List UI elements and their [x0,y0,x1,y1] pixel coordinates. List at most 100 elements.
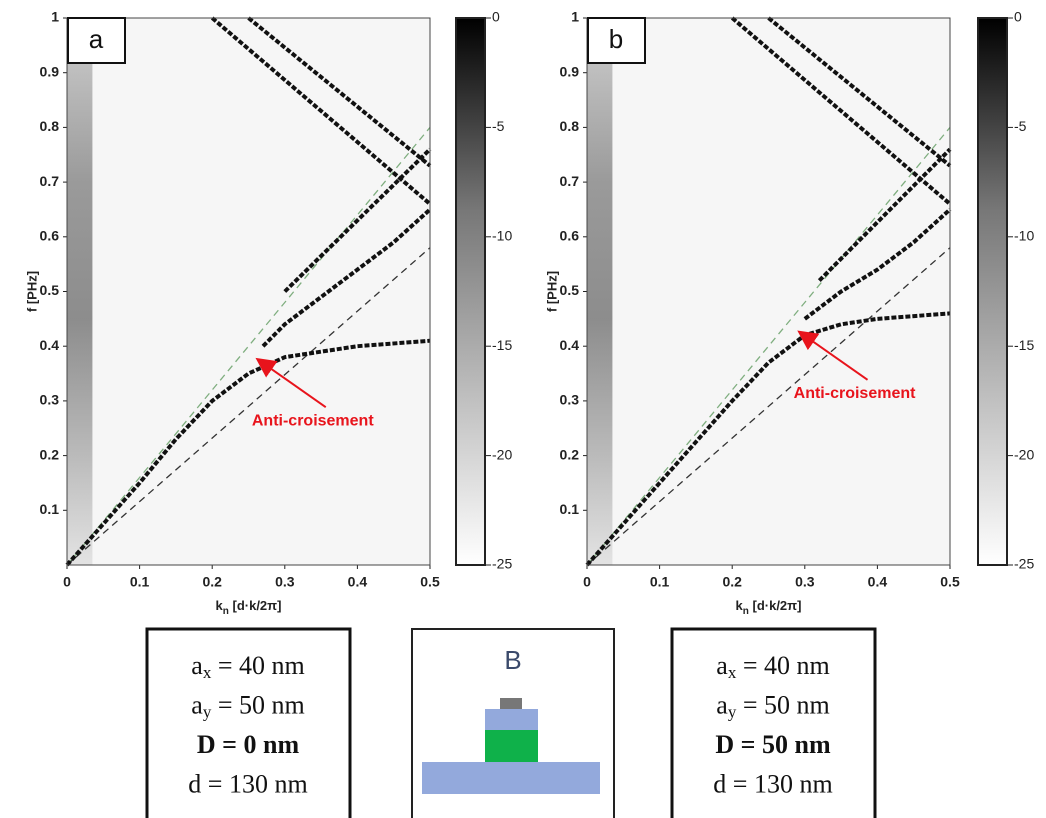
x-tick-label: 0.2 [202,574,222,590]
light-line [66,126,431,566]
parameter-sub: y [728,702,737,721]
low-k-column [67,18,93,565]
parameter-symbol: a [191,690,203,719]
parameter-sub: x [728,663,737,682]
colorbar-tick-label: -15 [1014,337,1034,353]
parameter: d = 130 nm [713,769,832,798]
parameter: d = 130 nm [188,769,307,798]
x-tick-label: 0.1 [650,574,670,590]
parameter: D = 0 nm [197,730,300,759]
colorbar [455,17,486,566]
y-tick-label: 0.7 [40,173,60,189]
dispersion-band [585,311,951,567]
parameter-rest: = 50 nm [211,690,304,719]
colorbar-tick-label: 0 [492,9,500,25]
cap [500,698,522,709]
dispersion-band [247,16,432,168]
colorbar-tick-label: -5 [1014,118,1027,134]
y-tick-label: 0.1 [560,501,580,517]
x-axis-label-sub: n [743,606,749,617]
plot-area [67,18,430,565]
panel-label: b [609,24,623,54]
parameter-symbol: a [191,651,203,680]
parameter-sub: x [203,663,212,682]
parameter-symbol: d = 130 nm [713,769,832,798]
parameter-symbol: D = 0 nm [197,730,300,759]
annotation-arrow [797,330,869,381]
schematic: B [411,628,615,818]
y-tick-label: 1 [571,9,579,25]
light-line [586,126,951,566]
y-tick-label: 0.9 [40,63,60,79]
y-axis-label: f [PHz] [24,271,39,312]
colorbar-tick-label: -10 [1014,228,1034,244]
dispersion-band [283,147,432,293]
x-tick-label: 0.1 [130,574,150,590]
panel-label-box [587,17,646,64]
parameter-box [145,627,352,818]
annotation: Anti-croisement [794,385,916,402]
plot-frame [586,17,951,566]
x-tick-label: 0.4 [868,574,888,590]
parameter-rest: = 40 nm [211,651,304,680]
dispersion-band [65,338,431,567]
x-tick-label: 0.5 [940,574,960,590]
panel-label: a [89,24,104,54]
dispersion-band [767,16,952,168]
colorbar [977,17,1008,566]
y-axis-label: f [PHz] [544,271,559,312]
y-tick-label: 0.9 [560,63,580,79]
light-line [66,247,431,566]
colorbar-tick-label: -25 [1014,556,1034,572]
y-tick-label: 0.3 [40,392,60,408]
parameter: ay = 50 nm [716,690,829,721]
y-tick-label: 0.7 [560,173,580,189]
dispersion-band [803,207,952,321]
parameter-symbol: d = 130 nm [188,769,307,798]
x-tick-label: 0.5 [420,574,440,590]
parameter-symbol: a [716,651,728,680]
y-tick-label: 1 [51,9,59,25]
parameter: ax = 40 nm [191,651,304,682]
dispersion-band [261,207,432,348]
colorbar-tick-label: 0 [1014,9,1022,25]
parameter-sub: y [203,702,212,721]
x-axis-label: kn [d·k/2π] [736,598,802,616]
y-tick-label: 0.2 [560,446,580,462]
light-line [586,247,951,566]
low-k-column [587,18,613,565]
y-tick-label: 0.1 [40,501,60,517]
plot-frame [66,17,431,566]
y-tick-label: 0.4 [40,337,60,353]
parameter-rest: = 40 nm [736,651,829,680]
parameter: D = 50 nm [715,730,831,759]
colorbar-tick-label: -5 [492,118,505,134]
annotation-arrow [255,357,327,408]
y-tick-label: 0.8 [560,118,580,134]
x-axis-label-part: [d·k/2π] [749,598,802,613]
colorbar-tick-label: -25 [492,556,512,572]
x-tick-label: 0 [583,574,591,590]
plot-area [587,18,950,565]
schematic-label: B [504,645,521,675]
y-tick-label: 0.4 [560,337,580,353]
parameter-symbol: D = 50 nm [715,730,831,759]
colorbar-tick-label: -20 [492,446,512,462]
y-tick-label: 0.6 [40,228,60,244]
x-tick-label: 0.3 [795,574,815,590]
y-tick-label: 0.8 [40,118,60,134]
colorbar-tick-label: -20 [1014,446,1034,462]
x-tick-label: 0.3 [275,574,295,590]
annotation: Anti-croisement [252,412,374,429]
parameter-symbol: a [716,690,728,719]
colorbar-tick-label: -10 [492,228,512,244]
y-tick-label: 0.2 [40,446,60,462]
parameter: ax = 40 nm [716,651,829,682]
x-tick-label: 0.2 [722,574,742,590]
substrate [422,762,600,794]
layer [485,730,538,762]
x-axis-label-part: k [736,598,744,613]
layer [485,709,538,730]
parameter-box [670,627,877,818]
